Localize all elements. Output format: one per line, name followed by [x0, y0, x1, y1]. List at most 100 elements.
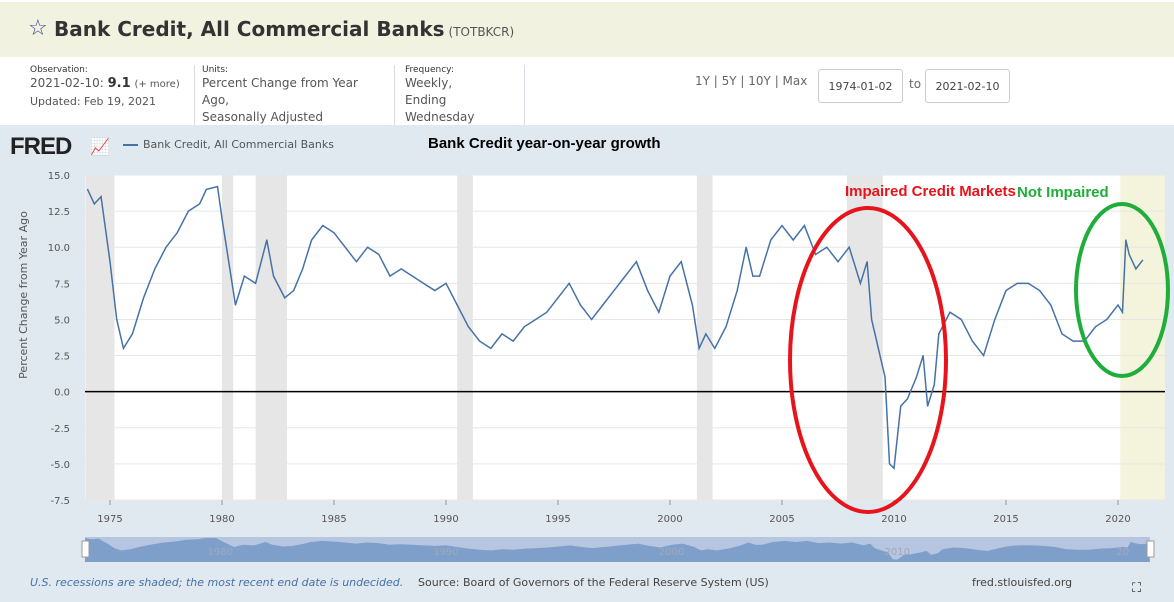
data-point — [445, 282, 447, 284]
x-tick-label: 1980 — [209, 514, 234, 525]
data-point — [752, 275, 754, 277]
y-tick-label: 7.5 — [54, 279, 70, 290]
data-point — [434, 289, 436, 292]
data-point — [490, 347, 492, 349]
data-point — [400, 268, 402, 270]
data-point — [884, 376, 886, 378]
data-point — [205, 188, 207, 191]
data-point — [647, 289, 649, 292]
site-link[interactable]: fred.stlouisfed.org — [972, 576, 1073, 589]
end-date-input[interactable]: 2021-02-10 — [925, 69, 1010, 103]
data-point — [228, 261, 230, 263]
frequency-block: Frequency: Weekly, Ending Wednesday — [405, 65, 525, 125]
y-tick-label: 12.5 — [48, 207, 70, 218]
data-point — [165, 246, 167, 248]
data-point — [893, 467, 895, 469]
x-tick-label: 2005 — [769, 514, 794, 525]
data-point — [602, 304, 604, 306]
navigator-label: 20 — [1117, 547, 1130, 558]
data-point — [116, 318, 118, 321]
range-links[interactable]: 1Y | 5Y | 10Y | Max — [695, 74, 808, 88]
units-block: Units: Percent Change from Year Ago, Sea… — [202, 65, 395, 125]
x-tick-label: 1975 — [97, 514, 122, 525]
data-point — [815, 253, 817, 256]
data-point — [501, 333, 503, 335]
data-point — [467, 326, 469, 328]
frequency-label: Frequency: — [405, 65, 454, 75]
navigator-label: 2010 — [885, 547, 910, 558]
data-point — [1125, 239, 1127, 241]
data-point — [523, 326, 526, 328]
y-tick-label: 2.5 — [54, 352, 70, 363]
data-point — [680, 261, 682, 263]
data-point — [87, 188, 89, 191]
data-point — [877, 347, 879, 349]
data-point — [293, 289, 295, 292]
star-icon[interactable]: ☆ — [28, 16, 48, 41]
series-info: Observation: 2021-02-10: 9.1 (+ more) Up… — [0, 57, 1174, 125]
data-point — [1135, 268, 1137, 270]
x-tick-label: 2000 — [657, 514, 682, 525]
data-point — [922, 354, 924, 357]
data-point — [1005, 289, 1007, 292]
data-point — [859, 282, 862, 284]
data-point — [938, 333, 940, 335]
x-tick-label: 2020 — [1105, 514, 1130, 525]
x-tick-label: 2015 — [993, 514, 1018, 525]
data-point — [658, 311, 660, 313]
observation-label: Observation: — [30, 65, 88, 75]
units-adjustment: Seasonally Adjusted — [202, 110, 324, 124]
data-point — [837, 261, 839, 263]
y-tick-label: 10.0 — [48, 243, 70, 254]
data-point — [591, 318, 593, 321]
start-date-input[interactable]: 1974-01-02 — [818, 69, 903, 103]
data-point — [1039, 289, 1041, 292]
recession-shade — [222, 175, 234, 500]
data-point — [705, 333, 707, 335]
y-tick-label: -5.0 — [50, 460, 70, 471]
data-point — [344, 246, 346, 248]
x-tick-label: 1995 — [545, 514, 570, 525]
data-point — [143, 297, 145, 299]
data-point — [302, 268, 304, 270]
recession-shade-current — [1120, 175, 1165, 500]
legend-label: Bank Credit, All Commercial Banks — [143, 138, 334, 151]
data-point — [714, 347, 716, 349]
x-tick-label: 1985 — [321, 514, 346, 525]
data-point — [927, 405, 929, 407]
data-point — [479, 340, 481, 342]
units-label: Units: — [202, 65, 229, 75]
data-point — [1072, 340, 1074, 342]
data-point — [122, 347, 125, 349]
data-point — [579, 304, 582, 306]
data-point — [284, 297, 286, 299]
data-point — [216, 185, 219, 188]
fred-logo[interactable]: FRED — [10, 133, 72, 160]
navigator-handle[interactable] — [81, 540, 90, 558]
observation-date: 2021-02-10: — [30, 76, 104, 90]
navigator-handle[interactable] — [1146, 540, 1155, 558]
data-point — [255, 282, 257, 284]
plot-background — [85, 175, 1165, 500]
data-point — [848, 246, 850, 248]
data-point — [234, 304, 237, 306]
more-link[interactable]: (+ more) — [134, 79, 180, 90]
navigator-series — [85, 537, 1150, 562]
data-point — [378, 253, 380, 256]
data-point — [983, 354, 985, 357]
data-point — [866, 261, 868, 263]
data-point — [557, 297, 559, 299]
series-header: ☆ Bank Credit, All Commercial Banks (TOTB… — [0, 0, 1174, 57]
data-point — [355, 261, 357, 263]
data-point — [1050, 304, 1052, 306]
data-point — [243, 275, 245, 277]
data-point — [971, 340, 974, 342]
data-point — [915, 376, 918, 378]
frequency-detail: Ending Wednesday — [405, 93, 475, 124]
navigator-label: 2000 — [659, 547, 684, 558]
fullscreen-icon[interactable]: ⛶ — [1132, 581, 1142, 596]
units-value: Percent Change from Year Ago, — [202, 76, 358, 107]
data-point — [669, 275, 671, 277]
data-point — [624, 275, 626, 277]
